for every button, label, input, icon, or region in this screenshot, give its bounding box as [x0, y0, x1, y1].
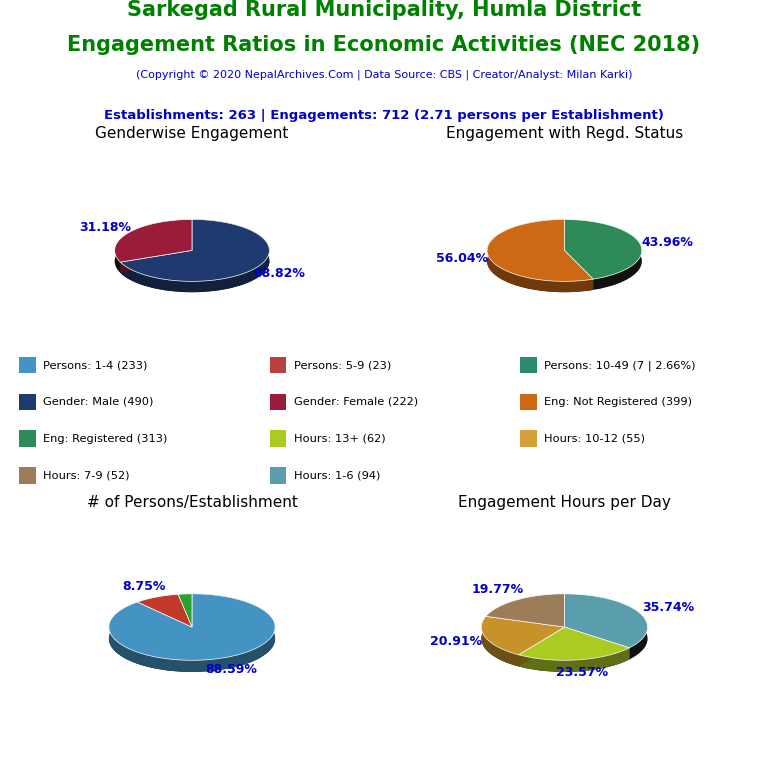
Ellipse shape [109, 605, 275, 672]
Title: # of Persons/Establishment: # of Persons/Establishment [87, 495, 297, 509]
Polygon shape [109, 594, 275, 660]
Text: Eng: Registered (313): Eng: Registered (313) [43, 434, 167, 444]
Polygon shape [486, 594, 564, 627]
Text: 88.59%: 88.59% [205, 663, 257, 676]
Text: Hours: 10-12 (55): Hours: 10-12 (55) [545, 434, 645, 444]
Polygon shape [487, 220, 593, 292]
Polygon shape [518, 648, 629, 672]
Text: Eng: Not Registered (399): Eng: Not Registered (399) [545, 397, 692, 407]
Polygon shape [564, 250, 593, 290]
Title: Engagement with Regd. Status: Engagement with Regd. Status [446, 126, 683, 141]
Polygon shape [564, 220, 642, 279]
Polygon shape [482, 617, 564, 655]
Bar [520, 357, 537, 373]
Text: 43.96%: 43.96% [641, 236, 693, 249]
Text: Hours: 7-9 (52): Hours: 7-9 (52) [43, 470, 130, 480]
Text: Hours: 13+ (62): Hours: 13+ (62) [293, 434, 386, 444]
Polygon shape [121, 220, 270, 281]
Title: Engagement Hours per Day: Engagement Hours per Day [458, 495, 671, 509]
Title: Genderwise Engagement: Genderwise Engagement [95, 126, 289, 141]
Polygon shape [564, 627, 629, 660]
Polygon shape [137, 594, 192, 627]
Ellipse shape [114, 230, 270, 292]
Text: 31.18%: 31.18% [79, 220, 131, 233]
Polygon shape [564, 627, 629, 660]
Text: Hours: 1-6 (94): Hours: 1-6 (94) [293, 470, 380, 480]
Bar [270, 467, 286, 484]
Polygon shape [121, 250, 192, 273]
Polygon shape [114, 220, 192, 262]
Text: 8.75%: 8.75% [122, 580, 166, 593]
Polygon shape [518, 627, 564, 667]
Bar [270, 357, 286, 373]
Text: 23.57%: 23.57% [556, 666, 608, 679]
Bar [520, 394, 537, 410]
Polygon shape [518, 627, 564, 667]
Text: Persons: 10-49 (7 | 2.66%): Persons: 10-49 (7 | 2.66%) [545, 360, 696, 370]
Polygon shape [121, 220, 270, 292]
Polygon shape [564, 594, 647, 648]
Text: Gender: Female (222): Gender: Female (222) [293, 397, 418, 407]
Polygon shape [518, 627, 629, 660]
Polygon shape [482, 617, 518, 667]
Polygon shape [487, 220, 593, 281]
Polygon shape [564, 250, 593, 290]
Polygon shape [121, 250, 192, 273]
Text: 35.74%: 35.74% [642, 601, 694, 614]
Text: 20.91%: 20.91% [430, 635, 482, 648]
Text: Gender: Male (490): Gender: Male (490) [43, 397, 154, 407]
Ellipse shape [482, 605, 647, 672]
Bar [19, 357, 35, 373]
Bar [19, 430, 35, 447]
Text: 19.77%: 19.77% [472, 583, 524, 596]
Text: 56.04%: 56.04% [435, 252, 488, 265]
Text: Persons: 1-4 (233): Persons: 1-4 (233) [43, 360, 147, 370]
Text: Engagement Ratios in Economic Activities (NEC 2018): Engagement Ratios in Economic Activities… [68, 35, 700, 55]
Bar [19, 394, 35, 410]
Polygon shape [109, 594, 275, 672]
Bar [520, 430, 537, 447]
Bar [270, 394, 286, 410]
Text: Sarkegad Rural Municipality, Humla District: Sarkegad Rural Municipality, Humla Distr… [127, 0, 641, 20]
Ellipse shape [487, 230, 642, 292]
Text: Persons: 5-9 (23): Persons: 5-9 (23) [293, 360, 391, 370]
Bar [270, 430, 286, 447]
Text: (Copyright © 2020 NepalArchives.Com | Data Source: CBS | Creator/Analyst: Milan : (Copyright © 2020 NepalArchives.Com | Da… [136, 70, 632, 81]
Text: 68.82%: 68.82% [253, 267, 305, 280]
Text: Establishments: 263 | Engagements: 712 (2.71 persons per Establishment): Establishments: 263 | Engagements: 712 (… [104, 109, 664, 121]
Polygon shape [178, 594, 192, 627]
Bar [19, 467, 35, 484]
